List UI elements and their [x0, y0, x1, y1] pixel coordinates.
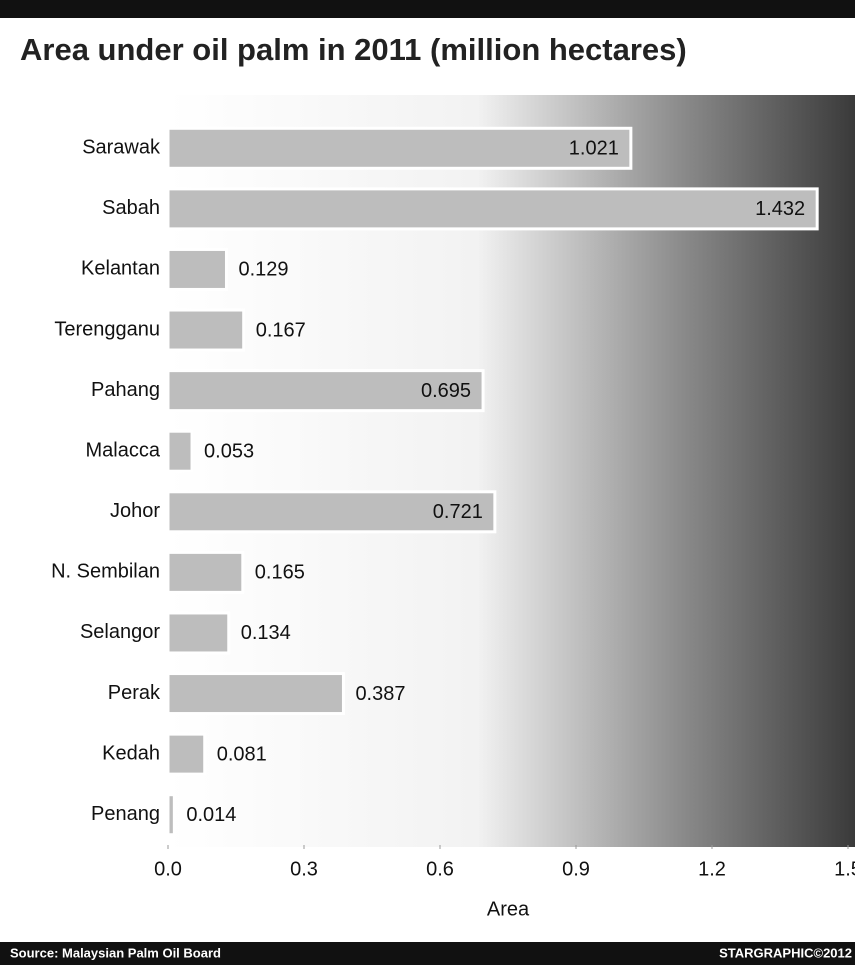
- bar: [166, 550, 245, 594]
- bar: [166, 672, 345, 716]
- y-tick-label: Pahang: [91, 379, 160, 401]
- bar: [166, 611, 231, 655]
- source: Source: Malaysian Palm Oil Board: [10, 945, 221, 960]
- value-label: 1.021: [569, 138, 619, 160]
- x-tick-label: 1.2: [698, 858, 726, 880]
- credit: STARGRAPHIC©2012: [719, 945, 852, 960]
- value-label: 0.721: [433, 501, 483, 523]
- y-tick-label: Kedah: [102, 742, 160, 764]
- x-tick-label: 0.6: [426, 858, 454, 880]
- bar: [166, 308, 246, 352]
- value-label: 0.695: [421, 380, 471, 402]
- value-label: 0.081: [217, 743, 267, 765]
- bar: [166, 732, 207, 776]
- y-tick-label: Perak: [108, 682, 161, 704]
- top-band: [0, 0, 855, 18]
- value-label: 0.134: [241, 622, 291, 644]
- bar: [166, 369, 485, 413]
- y-tick-label: Penang: [91, 803, 160, 825]
- x-axis-label: Area: [487, 898, 530, 920]
- y-tick-label: Kelantan: [81, 258, 160, 280]
- bar: [166, 793, 176, 837]
- y-tick-label: Sabah: [102, 197, 160, 219]
- y-tick-label: Selangor: [80, 621, 160, 643]
- x-tick-label: 0.9: [562, 858, 590, 880]
- bar: [166, 490, 497, 534]
- footer-band: [0, 942, 855, 965]
- value-label: 0.165: [255, 562, 305, 584]
- chart-title: Area under oil palm in 2011 (million hec…: [20, 32, 687, 67]
- y-tick-label: Johor: [110, 500, 160, 522]
- x-tick-label: 0.3: [290, 858, 318, 880]
- bar: [166, 247, 228, 291]
- value-label: 0.387: [355, 683, 405, 705]
- value-label: 0.053: [204, 440, 254, 462]
- value-label: 0.014: [186, 804, 236, 826]
- y-tick-label: Malacca: [86, 439, 161, 461]
- bar: [166, 126, 633, 170]
- y-tick-label: Terengganu: [54, 318, 160, 340]
- value-label: 0.167: [256, 319, 306, 341]
- x-tick-label: 1.5: [834, 858, 855, 880]
- bar: [166, 429, 194, 473]
- y-tick-label: Sarawak: [82, 137, 161, 159]
- value-label: 0.129: [238, 259, 288, 281]
- bar: [166, 187, 819, 231]
- y-tick-label: N. Sembilan: [51, 561, 160, 583]
- value-label: 1.432: [755, 198, 805, 220]
- x-tick-label: 0.0: [154, 858, 182, 880]
